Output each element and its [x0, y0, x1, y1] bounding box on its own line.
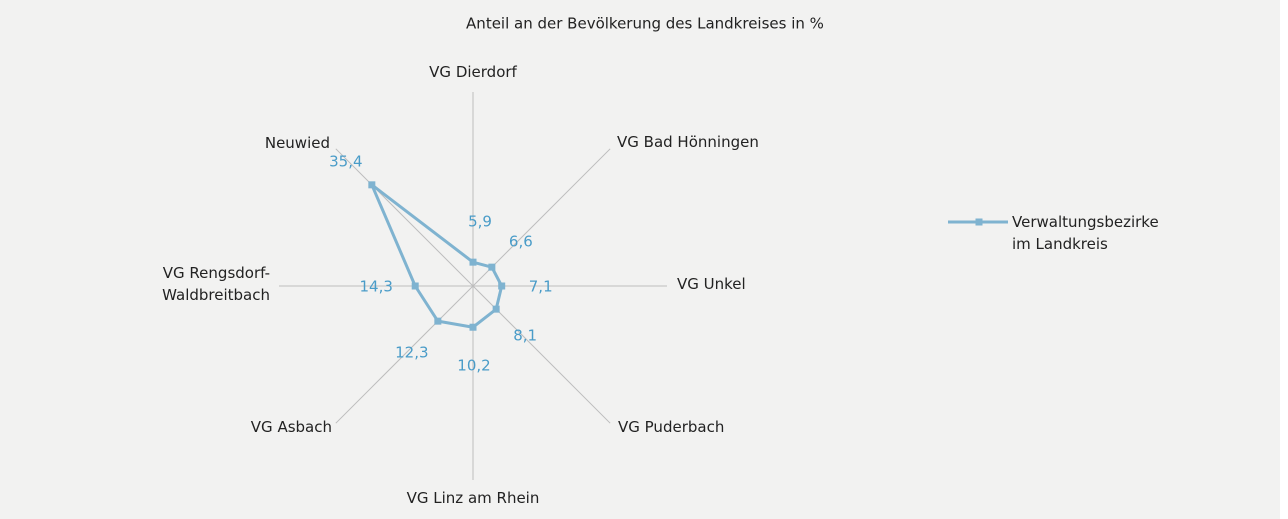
value-label: 12,3	[395, 344, 428, 362]
category-label: VG Rengsdorf-Waldbreitbach	[162, 264, 270, 304]
axis-line	[472, 148, 611, 287]
category-label: VG Dierdorf	[429, 63, 517, 81]
category-label: VG Bad Hönningen	[617, 133, 759, 151]
value-label: 5,9	[468, 213, 492, 231]
legend-marker	[975, 218, 983, 226]
value-label: 10,2	[457, 357, 490, 375]
axes	[279, 92, 667, 480]
radar-marker	[411, 282, 419, 290]
category-label: VG Unkel	[677, 275, 746, 293]
radar-marker	[492, 305, 500, 313]
chart-title: Anteil an der Bevölkerung des Landkreise…	[466, 15, 824, 33]
axis-line	[335, 148, 474, 287]
category-label: Neuwied	[265, 134, 330, 152]
value-label: 7,1	[529, 278, 553, 296]
value-label: 8,1	[513, 327, 537, 345]
category-label: VG Linz am Rhein	[407, 489, 540, 507]
axis-line	[335, 285, 474, 424]
radar-marker	[498, 282, 506, 290]
radar-marker	[488, 263, 496, 271]
value-label: 14,3	[360, 278, 393, 296]
radar-marker	[368, 181, 376, 189]
category-label: VG Asbach	[251, 418, 332, 436]
value-label: 6,6	[509, 233, 533, 251]
category-label: VG Puderbach	[618, 418, 724, 436]
radar-marker	[434, 317, 442, 325]
value-label: 35,4	[329, 152, 362, 170]
radar-marker	[469, 323, 477, 331]
radar-marker	[469, 258, 477, 266]
legend-label: Verwaltungsbezirke im Landkreis	[1012, 213, 1159, 253]
